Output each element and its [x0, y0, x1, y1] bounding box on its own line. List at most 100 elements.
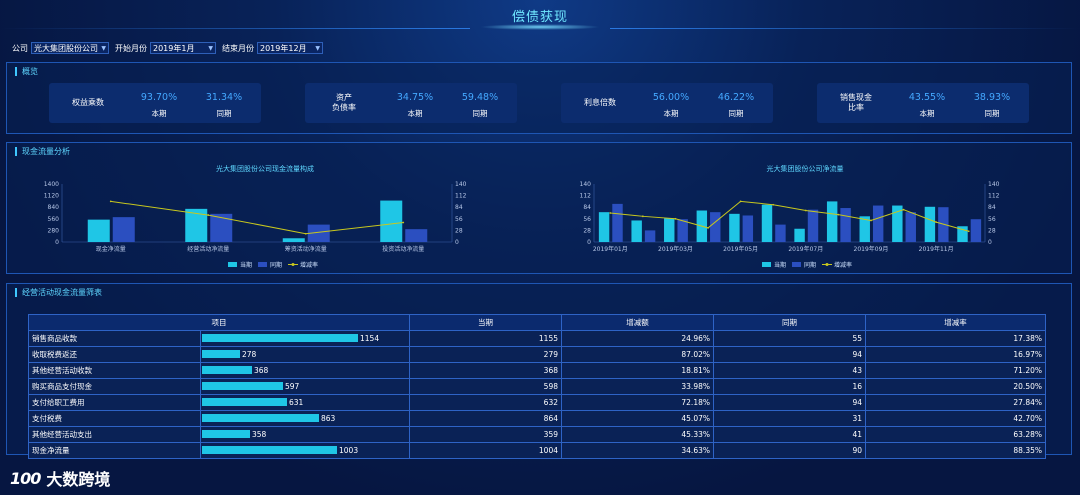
inline-bar-value: 1154	[360, 333, 380, 343]
inline-bar	[202, 334, 358, 343]
cell-item: 支付税费 863	[28, 409, 410, 427]
kpi-name: 销售现金 比率	[840, 93, 872, 112]
table-row[interactable]: 销售商品收款 1154 1155 24.96% 55 17.38%	[28, 329, 1046, 347]
cell-change: 18.81%	[561, 361, 714, 379]
inline-bar-value: 278	[242, 349, 257, 359]
cell-rate: 16.97%	[865, 345, 1046, 363]
inline-bar	[202, 430, 250, 439]
col-header-change[interactable]: 增减额	[561, 314, 714, 331]
item-label: 支付给职工费用	[30, 395, 201, 409]
table-row[interactable]: 其他经营活动支出 358 359 45.33% 41 63.28%	[28, 425, 1046, 443]
logo-text: 大数跨境	[46, 470, 111, 489]
kpi-name: 利息倍数	[584, 98, 616, 107]
table-title: 经营活动现金流量筛表	[15, 288, 102, 297]
kpi-previous-label: 同期	[984, 109, 1000, 118]
table-row[interactable]: 支付税费 863 864 45.07% 31 42.70%	[28, 409, 1046, 427]
cell-change: 33.98%	[561, 377, 714, 395]
item-label: 其他经营活动收款	[30, 363, 201, 377]
inline-bar-value: 863	[321, 413, 336, 423]
company-select[interactable]: 光大集团股份公司 ▼	[31, 42, 109, 54]
table-row[interactable]: 收取税费返还 278 279 87.02% 94 16.97%	[28, 345, 1046, 363]
cell-current: 1155	[409, 329, 562, 347]
chevron-down-icon: ▼	[101, 44, 106, 52]
item-label: 购买商品支付现金	[30, 379, 201, 393]
col-header-previous[interactable]: 同期	[713, 314, 866, 331]
kpi-current-label: 本期	[151, 109, 167, 118]
end-month-value: 2019年12月	[260, 43, 307, 53]
cell-current: 632	[409, 393, 562, 411]
kpi-card: 利息倍数 56.00% 46.22% 本期 同期	[561, 83, 773, 123]
cell-previous: 31	[713, 409, 866, 427]
col-header-item[interactable]: 项目	[28, 314, 410, 331]
inline-bar	[202, 446, 337, 455]
kpi-current-label: 本期	[919, 109, 935, 118]
kpi-card: 销售现金 比率 43.55% 38.93% 本期 同期	[817, 83, 1029, 123]
cell-item: 收取税费返还 278	[28, 345, 410, 363]
cell-change: 45.07%	[561, 409, 714, 427]
cell-current: 279	[409, 345, 562, 363]
kpi-current-value: 34.75%	[396, 92, 434, 103]
filter-bar: 公司 光大集团股份公司 ▼ 开始月份 2019年1月 ▼ 结束月份 2019年1…	[12, 42, 329, 54]
inline-bar	[202, 350, 240, 359]
cell-change: 34.63%	[561, 441, 714, 459]
cell-item: 支付给职工费用 631	[28, 393, 410, 411]
cell-previous: 55	[713, 329, 866, 347]
inline-bar-value: 631	[289, 397, 304, 407]
brand-logo: 100 大数跨境	[10, 466, 110, 490]
end-month-label: 结束月份	[222, 43, 254, 53]
chevron-down-icon: ▼	[208, 44, 213, 52]
table-row[interactable]: 现金净流量 1003 1004 34.63% 90 88.35%	[28, 441, 1046, 459]
table-row[interactable]: 其他经营活动收款 368 368 18.81% 43 71.20%	[28, 361, 1046, 379]
inline-bar-value: 368	[254, 365, 269, 375]
kpi-previous-value: 59.48%	[461, 92, 499, 103]
overview-panel: 概览 权益乘数 93.70% 31.34% 本期 同期 资产 负债率 34.75% 59.48…	[6, 62, 1072, 134]
cell-item: 购买商品支付现金 597	[28, 377, 410, 395]
cell-current: 864	[409, 409, 562, 427]
kpi-current-value: 93.70%	[140, 92, 178, 103]
col-header-current[interactable]: 当期	[409, 314, 562, 331]
kpi-card: 权益乘数 93.70% 31.34% 本期 同期	[49, 83, 261, 123]
end-month-select[interactable]: 2019年12月 ▼	[257, 42, 323, 54]
inline-bar	[202, 366, 252, 375]
header-line-left	[0, 28, 470, 29]
chevron-down-icon: ▼	[315, 44, 320, 52]
cell-current: 598	[409, 377, 562, 395]
kpi-name: 资产 负债率	[332, 93, 356, 112]
cell-previous: 90	[713, 441, 866, 459]
cell-previous: 16	[713, 377, 866, 395]
kpi-name: 权益乘数	[72, 98, 104, 107]
table-header-row: 项目 当期 增减额 同期 增减率	[28, 314, 1046, 331]
kpi-previous-label: 同期	[728, 109, 744, 118]
kpi-current-label: 本期	[663, 109, 679, 118]
item-label: 销售商品收款	[30, 331, 201, 345]
item-label: 支付税费	[30, 411, 201, 425]
cell-current: 368	[409, 361, 562, 379]
cashflow-panel: 现金流量分析	[6, 142, 1072, 274]
item-label: 现金净流量	[30, 443, 201, 457]
kpi-previous-value: 38.93%	[973, 92, 1011, 103]
logo-mark: 100	[10, 468, 41, 488]
start-month-value: 2019年1月	[153, 43, 195, 53]
item-label: 其他经营活动支出	[30, 427, 201, 441]
kpi-previous-label: 同期	[472, 109, 488, 118]
table-row[interactable]: 支付给职工费用 631 632 72.18% 94 27.84%	[28, 393, 1046, 411]
inline-bar-value: 358	[252, 429, 267, 439]
start-month-label: 开始月份	[115, 43, 147, 53]
overview-title: 概览	[15, 67, 38, 76]
inline-bar-value: 597	[285, 381, 300, 391]
start-month-select[interactable]: 2019年1月 ▼	[150, 42, 216, 54]
kpi-current-value: 43.55%	[908, 92, 946, 103]
cashflow-title: 现金流量分析	[15, 147, 70, 156]
cell-previous: 94	[713, 393, 866, 411]
cell-rate: 20.50%	[865, 377, 1046, 395]
cell-rate: 17.38%	[865, 329, 1046, 347]
cell-rate: 63.28%	[865, 425, 1046, 443]
cell-change: 24.96%	[561, 329, 714, 347]
col-header-rate[interactable]: 增减率	[865, 314, 1046, 331]
operating-cashflow-table: 项目 当期 增减额 同期 增减率 销售商品收款 1154 1155 24.96% 55 1…	[28, 314, 1046, 459]
cell-item: 其他经营活动支出 358	[28, 425, 410, 443]
table-row[interactable]: 购买商品支付现金 597 598 33.98% 16 20.50%	[28, 377, 1046, 395]
cell-item: 现金净流量 1003	[28, 441, 410, 459]
title-glow	[480, 24, 600, 30]
cell-current: 359	[409, 425, 562, 443]
